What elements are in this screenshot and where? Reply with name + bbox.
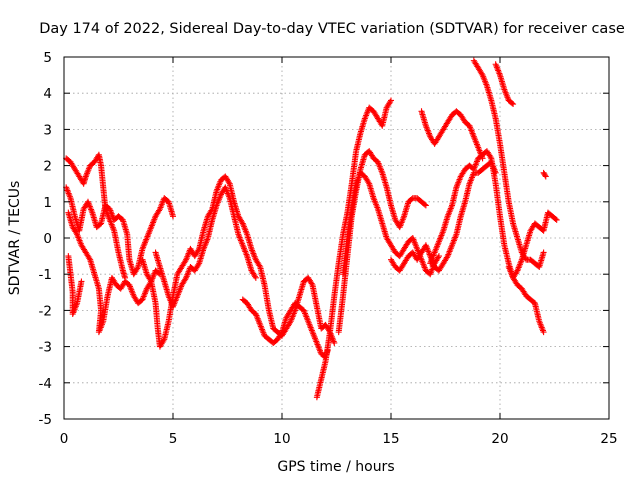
data-point — [86, 255, 93, 262]
x-tick-label: 0 — [60, 431, 69, 447]
data-point — [195, 261, 202, 268]
chart-title: Day 174 of 2022, Sidereal Day-to-day VTE… — [39, 21, 625, 37]
y-axis-label: SDTVAR / TECUs — [7, 181, 23, 296]
y-tick-label: 1 — [43, 195, 52, 211]
series-track-q — [540, 169, 549, 180]
data-point — [256, 262, 263, 269]
data-point — [542, 173, 549, 180]
x-tick-label: 15 — [382, 431, 399, 447]
data-point — [553, 216, 560, 223]
y-tick-label: 4 — [43, 86, 52, 102]
y-tick-label: 3 — [43, 122, 52, 138]
x-tick-label: 25 — [600, 431, 617, 447]
data-point — [540, 249, 547, 256]
y-tick-label: -4 — [39, 376, 52, 392]
series-track-f — [152, 184, 259, 310]
axis-ticks — [63, 56, 610, 420]
series-track-k — [388, 158, 499, 274]
data-point — [147, 276, 154, 283]
data-point — [540, 329, 547, 336]
data-point — [435, 253, 442, 260]
series-track-p — [505, 209, 560, 281]
series-track-g — [239, 296, 331, 361]
x-tick-label: 20 — [491, 431, 508, 447]
data-point — [278, 330, 285, 337]
data-point — [487, 153, 494, 160]
tick-labels: 0 5 10 15 20 25 -5 -4 -3 -2 -1 0 1 2 3 4 5 — [39, 50, 618, 447]
x-tick-label: 10 — [273, 431, 290, 447]
y-tick-label: -2 — [39, 303, 52, 319]
series-track-o — [492, 61, 517, 108]
data-point — [252, 274, 259, 281]
data-point — [542, 172, 549, 179]
data-point — [170, 213, 176, 220]
series-track-n — [470, 57, 547, 270]
data-point — [510, 101, 517, 108]
series-track-b — [63, 184, 176, 278]
data-point — [134, 265, 141, 272]
data-point — [422, 202, 429, 209]
x-tick-label: 5 — [169, 431, 178, 447]
data-point — [331, 339, 338, 346]
data-point — [435, 254, 442, 261]
y-tick-label: -3 — [39, 340, 52, 356]
data-point — [421, 201, 428, 208]
x-axis-label: GPS time / hours — [277, 459, 394, 475]
data-points — [63, 57, 560, 401]
y-tick-label: -1 — [39, 267, 52, 283]
data-point — [251, 273, 258, 280]
data-point — [552, 215, 559, 222]
data-point — [225, 179, 232, 186]
data-point — [365, 179, 372, 186]
y-tick-label: -5 — [39, 412, 52, 428]
data-point — [78, 278, 85, 285]
data-point — [508, 100, 515, 107]
data-point — [387, 98, 394, 105]
y-tick-label: 0 — [43, 231, 52, 247]
data-point — [308, 280, 315, 287]
y-tick-label: 5 — [43, 50, 52, 66]
data-point — [160, 337, 167, 344]
y-tick-label: 2 — [43, 159, 52, 175]
data-point — [388, 97, 394, 104]
series-track-l — [418, 108, 486, 162]
series-track-d — [65, 253, 85, 318]
